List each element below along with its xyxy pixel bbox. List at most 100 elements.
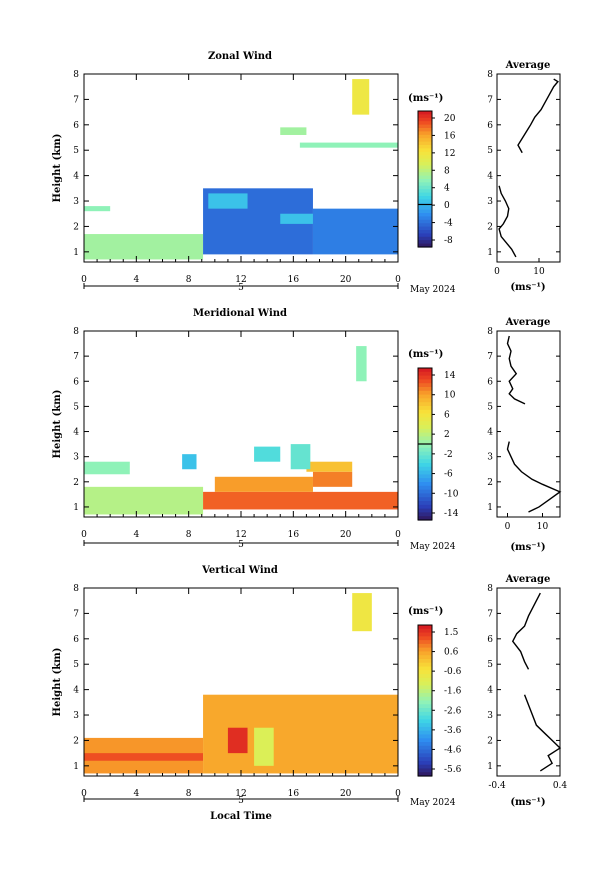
colorbar-swatch bbox=[418, 628, 432, 634]
average-panel: Average 1 2 3 4 5 6 7 8 -0.4 0.4 (ms⁻¹) bbox=[487, 574, 567, 808]
colorbar-tick-label: 12 bbox=[444, 149, 455, 159]
colorbar-swatch bbox=[418, 625, 432, 630]
x-tick-label: 16 bbox=[288, 789, 300, 799]
colorbar-swatch bbox=[418, 209, 432, 214]
colorbar-tick-label: 10 bbox=[444, 391, 456, 401]
colorbar-swatch bbox=[418, 516, 432, 521]
colorbar-swatch bbox=[418, 233, 432, 238]
avg-y-tick-label: 3 bbox=[487, 453, 493, 463]
colorbar-swatch bbox=[418, 636, 432, 641]
x-tick-label: 20 bbox=[340, 789, 352, 799]
colorbar-swatch bbox=[418, 428, 432, 434]
colorbar-swatch bbox=[418, 677, 432, 683]
y-tick-label: 6 bbox=[73, 121, 79, 131]
avg-y-tick-label: 5 bbox=[487, 146, 493, 156]
heatmap-cell bbox=[84, 753, 204, 761]
heatmap-cell bbox=[84, 206, 111, 212]
colorbar-swatch bbox=[418, 655, 432, 660]
average-frame bbox=[496, 73, 561, 263]
colorbar-tick-label: 14 bbox=[444, 371, 456, 381]
avg-y-tick-label: 1 bbox=[487, 503, 493, 513]
avg-x-label: (ms⁻¹) bbox=[510, 282, 545, 293]
y-tick-label: 1 bbox=[73, 503, 79, 513]
colorbar-swatch bbox=[418, 451, 432, 456]
colorbar-swatch bbox=[418, 223, 432, 228]
colorbar-swatch bbox=[418, 459, 432, 464]
y-tick-label: 8 bbox=[73, 327, 79, 337]
colorbar-swatch bbox=[418, 124, 432, 129]
x-tick-label: 12 bbox=[235, 275, 246, 285]
avg-y-tick-label: 2 bbox=[487, 478, 493, 488]
colorbar-swatch bbox=[418, 409, 432, 415]
avg-y-tick-label: 4 bbox=[487, 686, 493, 696]
colorbar-swatch bbox=[418, 512, 432, 517]
avg-y-tick-label: 3 bbox=[487, 711, 493, 721]
colorbar-swatch bbox=[418, 757, 432, 762]
colorbar-swatch bbox=[418, 647, 432, 653]
heatmap-cell bbox=[203, 491, 398, 510]
colorbar-swatch bbox=[418, 155, 432, 160]
colorbar-swatch bbox=[418, 134, 432, 139]
colorbar-tick-label: -8 bbox=[444, 236, 453, 246]
y-tick-label: 3 bbox=[73, 453, 79, 463]
colorbar-swatch bbox=[418, 723, 432, 728]
colorbar-swatch bbox=[418, 175, 432, 180]
colorbar-swatch bbox=[418, 368, 432, 373]
colorbar-swatch bbox=[418, 145, 432, 149]
colorbar-tick-label: -2 bbox=[444, 450, 453, 460]
avg-y-tick-label: 5 bbox=[487, 402, 493, 412]
colorbar-swatch bbox=[418, 162, 432, 166]
colorbar-swatch bbox=[418, 696, 432, 702]
heatmap-cell bbox=[84, 461, 130, 475]
colorbar-swatch bbox=[418, 444, 432, 449]
colorbar-tick-label: -0.6 bbox=[444, 667, 462, 677]
colorbar-tick-label: -3.6 bbox=[444, 726, 462, 736]
x-tick-label: 0 bbox=[81, 275, 87, 285]
avg-y-tick-label: 6 bbox=[487, 121, 493, 131]
colorbar-swatch bbox=[418, 745, 432, 751]
colorbar-swatch bbox=[418, 394, 432, 399]
colorbar-swatch bbox=[418, 196, 432, 200]
colorbar-swatch bbox=[418, 685, 432, 690]
y-tick-label: 7 bbox=[73, 609, 79, 619]
x-axis-label: Local Time bbox=[210, 811, 272, 822]
heatmap-cell bbox=[208, 193, 248, 209]
colorbar-tick-label: 20 bbox=[444, 114, 456, 124]
colorbar-tick-label: 6 bbox=[444, 410, 450, 420]
colorbar-swatch bbox=[418, 662, 432, 668]
x-tick-label: 0 bbox=[395, 789, 401, 799]
colorbar-swatch bbox=[418, 425, 432, 430]
colorbar-swatch bbox=[418, 689, 432, 694]
heatmap-cell bbox=[84, 486, 204, 515]
colorbar-swatch bbox=[418, 670, 432, 675]
average-profile-line bbox=[506, 441, 562, 513]
avg-y-tick-label: 1 bbox=[487, 248, 493, 258]
colorbar-swatch bbox=[418, 398, 432, 403]
colorbar: 14 10 6 2 -2 -6 -10 -14 bbox=[417, 367, 459, 521]
colorbar-swatch bbox=[418, 182, 432, 187]
heatmap-cell bbox=[214, 476, 313, 492]
y-tick-label: 5 bbox=[73, 660, 79, 670]
colorbar-tick-label: -4.6 bbox=[444, 745, 462, 755]
heatmap-cell bbox=[352, 593, 372, 632]
y-axis-label: Height (km) bbox=[52, 648, 63, 717]
avg-x-tick-label: 10 bbox=[537, 522, 549, 532]
colorbar-swatch bbox=[418, 185, 432, 190]
heatmap-cell bbox=[299, 142, 398, 148]
colorbar-tick-label: 16 bbox=[444, 131, 456, 141]
colorbar-swatch bbox=[418, 643, 432, 649]
avg-x-label: (ms⁻¹) bbox=[510, 797, 545, 808]
colorbar-swatch bbox=[418, 470, 432, 475]
x-tick-label: 0 bbox=[81, 530, 87, 540]
y-axis-label: Height (km) bbox=[52, 134, 63, 203]
month-label: May 2024 bbox=[410, 542, 456, 552]
colorbar-swatch bbox=[418, 658, 432, 664]
month-label: May 2024 bbox=[410, 798, 456, 808]
colorbar-swatch bbox=[418, 497, 432, 502]
colorbar-swatch bbox=[418, 455, 432, 460]
colorbar-swatch bbox=[418, 508, 432, 513]
colorbar-swatch bbox=[418, 141, 432, 146]
colorbar-swatch bbox=[418, 715, 432, 720]
